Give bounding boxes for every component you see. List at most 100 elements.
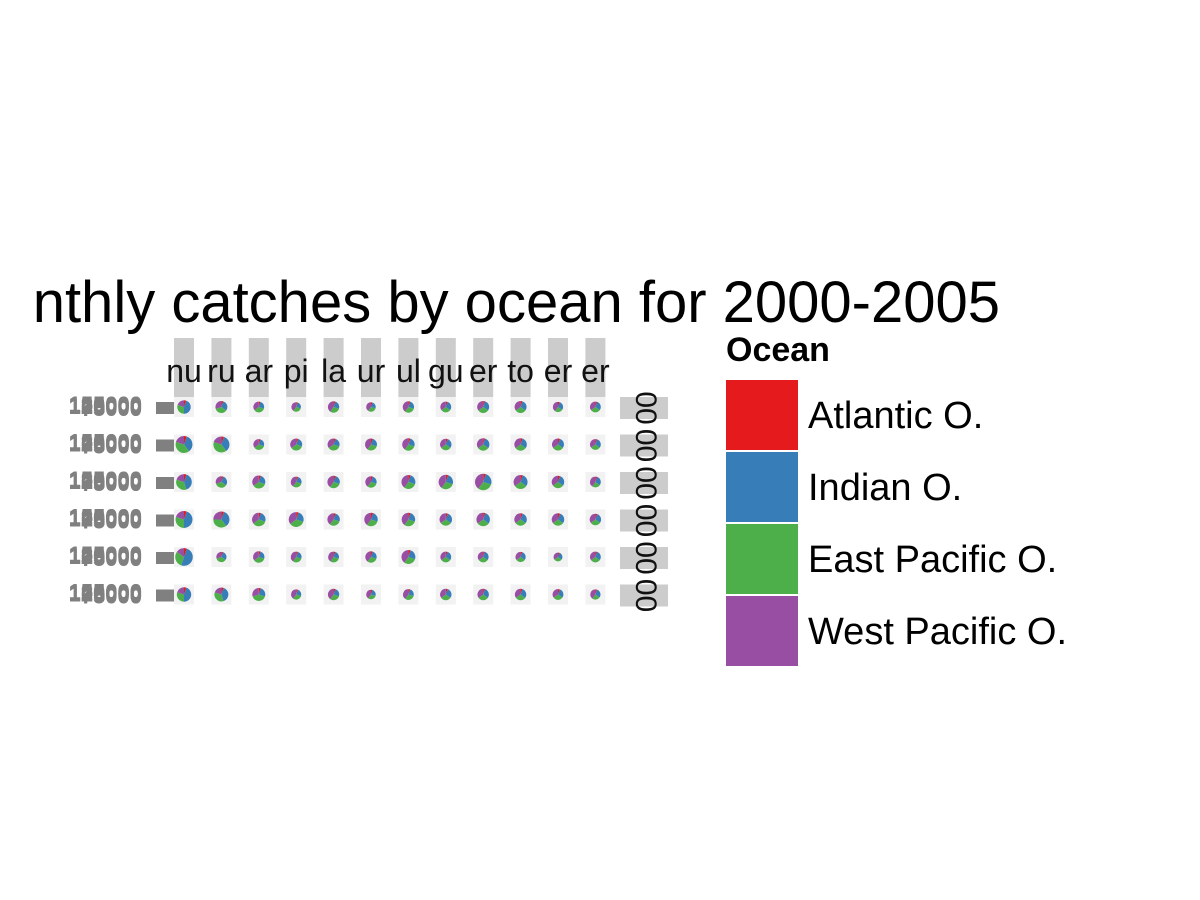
y-tick-label: 0: [130, 471, 142, 496]
pie-slice: [408, 438, 411, 445]
pie-slice: [175, 516, 184, 528]
facet-panel: [548, 584, 568, 605]
pie-slice: [364, 512, 371, 525]
pie-slice: [408, 589, 411, 595]
legend-item: Indian O.: [726, 452, 1067, 524]
pie-slice: [296, 551, 302, 559]
pie-slice: [595, 476, 601, 486]
pie-slice: [215, 482, 227, 488]
pie-slice: [333, 551, 340, 559]
pie-slice: [371, 438, 377, 447]
pie-slice: [333, 513, 340, 522]
pie-slice: [445, 474, 449, 482]
facet-panel: [248, 397, 269, 417]
pie-slice: [371, 402, 376, 409]
pie-slice: [254, 444, 264, 450]
year-strip-label: 00: [629, 429, 662, 462]
pie-slice: [477, 519, 489, 527]
pie-slice: [483, 512, 486, 520]
facet-panel: [174, 397, 194, 417]
pie-slice: [184, 511, 187, 520]
y-tick-label: 0: [130, 546, 142, 571]
facet-panel: [361, 397, 381, 417]
facet-panel: [398, 584, 419, 605]
pie-slice: [483, 438, 490, 449]
month-strip: [248, 338, 269, 397]
pie-slice: [558, 438, 560, 445]
pie-slice: [296, 589, 298, 595]
pie-slice: [403, 589, 409, 599]
pie-slice: [478, 594, 488, 601]
pie-slice: [520, 475, 523, 482]
pie-slice: [333, 589, 340, 597]
pie-slice: [293, 594, 302, 600]
pie-slice: [515, 444, 526, 451]
pie-slice: [328, 551, 334, 562]
pie-slice: [514, 513, 521, 524]
pie-slice: [552, 401, 558, 412]
facet-panel: [548, 434, 568, 455]
pie-slice: [330, 557, 339, 563]
month-strip-label: ru: [207, 353, 235, 389]
pie-slice: [595, 476, 598, 482]
pie-slice: [445, 588, 448, 595]
pie-slice: [258, 551, 265, 559]
pie-slice: [213, 519, 227, 528]
year-strip: [620, 397, 668, 419]
facet-panel: [398, 397, 419, 417]
pie-slice: [439, 513, 446, 524]
pie-slice: [440, 401, 446, 411]
pie-slice: [221, 587, 229, 602]
pie-slice: [371, 513, 378, 522]
month-strip-label: ur: [357, 353, 386, 389]
pie-slice: [366, 589, 371, 599]
legend-key: [726, 596, 798, 668]
pie-slice: [330, 407, 340, 413]
pie-slice: [258, 588, 261, 595]
pie-slice: [408, 475, 416, 485]
pie-slice: [595, 514, 602, 523]
pie-slice: [474, 473, 484, 489]
pie-slice: [554, 557, 562, 562]
facet-panel: [286, 472, 307, 492]
pie-slice: [216, 557, 226, 563]
pie-slice: [213, 511, 222, 520]
y-tick-label: 125000: [69, 505, 142, 530]
pie-slice: [253, 439, 259, 448]
facet-panel: [286, 547, 307, 567]
pie-slice: [291, 402, 297, 411]
pie-slice: [592, 482, 600, 488]
year-strip-label: 00: [629, 541, 662, 574]
pie-slice: [215, 476, 222, 484]
pie-slice: [441, 407, 451, 413]
facet-panel: [174, 472, 194, 492]
y-tick-label: 100000: [69, 469, 142, 494]
pie-slice: [329, 482, 340, 489]
pie-slice: [290, 438, 297, 449]
facet-panel: [510, 434, 531, 455]
month-strip: [435, 338, 456, 397]
month-strip: [361, 338, 381, 397]
facet-panel: [323, 472, 344, 492]
pie-slice: [214, 592, 224, 602]
y-tick-label: 75000: [81, 434, 142, 459]
facet-panel: [211, 584, 232, 605]
pie-slice: [221, 476, 224, 482]
facet-panel: [361, 472, 381, 492]
pie-slice: [552, 482, 564, 489]
facet-panel: [323, 547, 344, 567]
pie-slice: [551, 513, 558, 524]
y-tick-label: 75000: [81, 509, 142, 534]
pie-slice: [293, 557, 302, 563]
pie-slice: [558, 552, 563, 560]
facet-panel: [361, 584, 381, 605]
pie-slice: [590, 551, 596, 561]
pie-slice: [252, 594, 265, 601]
pie-slice: [553, 552, 558, 560]
pie-slice: [476, 438, 484, 449]
pie-slice: [595, 439, 601, 448]
pie-slice: [553, 594, 563, 600]
pie-slice: [405, 594, 414, 600]
pie-slice: [408, 589, 414, 597]
